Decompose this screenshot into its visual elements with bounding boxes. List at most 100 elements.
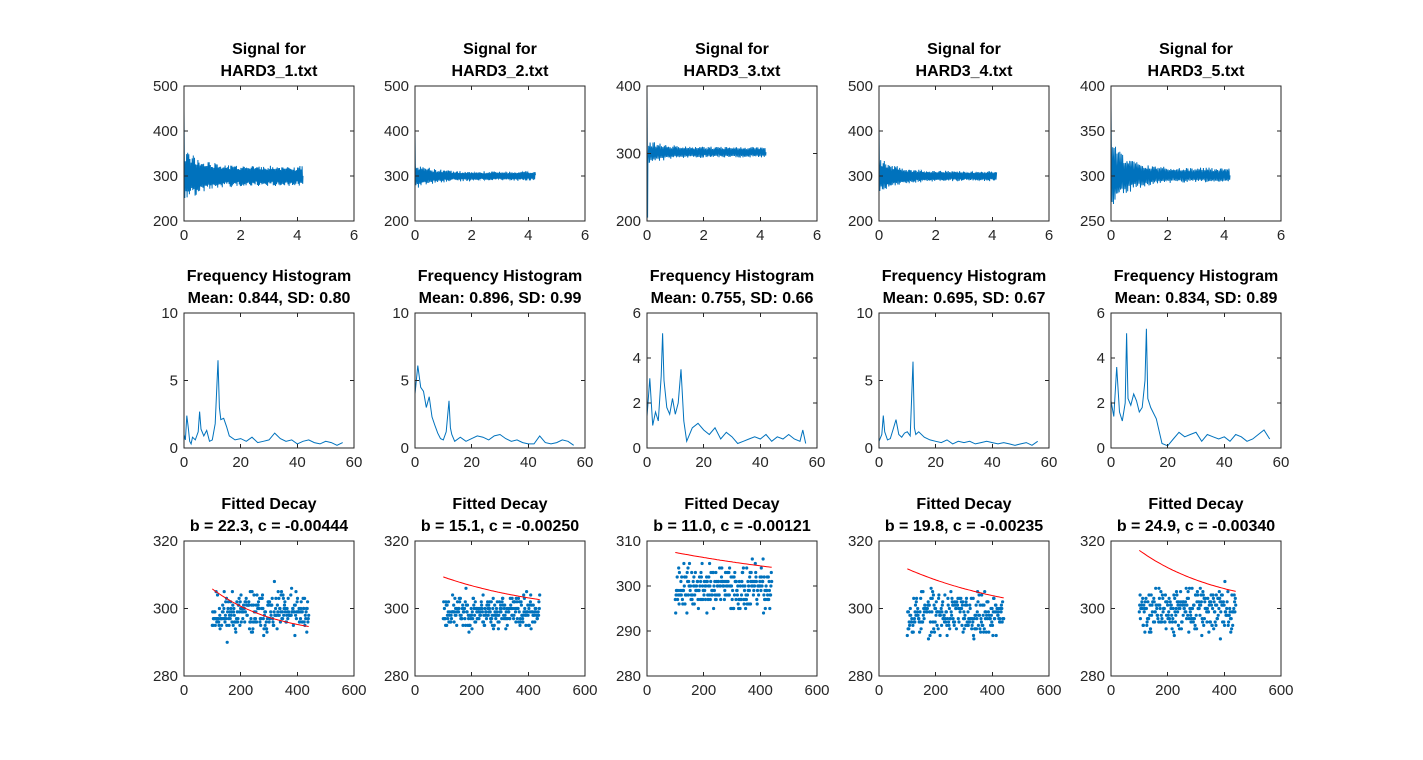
scatter-point [735, 588, 739, 593]
frequency-line [184, 360, 343, 446]
scatter-point [962, 610, 966, 614]
scatter-point [519, 603, 524, 607]
scatter-point [256, 603, 260, 607]
scatter-point [918, 630, 922, 634]
scatter-point [975, 617, 979, 621]
scatter-point [1146, 600, 1150, 604]
scatter-point [696, 579, 700, 584]
scatter-point [537, 613, 541, 617]
chart-title-line: HARD3_1.txt [221, 63, 319, 80]
scatter-point [499, 610, 503, 614]
chart-title-line: Frequency Histogram [187, 268, 351, 285]
scatter-point [1226, 623, 1230, 628]
scatter-point [922, 617, 926, 621]
scatter-point [755, 588, 760, 593]
y-tick-label: 200 [848, 213, 873, 230]
scatter-point [305, 630, 309, 634]
scatter-point [237, 610, 242, 614]
scatter-point [732, 575, 736, 579]
scatter-point [217, 623, 221, 628]
scatter-point [921, 620, 925, 624]
scatter-point [679, 593, 683, 597]
scatter-point [451, 593, 455, 597]
scatter-point [279, 590, 284, 594]
scatter-point [1189, 613, 1193, 617]
scatter-point [277, 613, 281, 617]
scatter-point [934, 613, 938, 617]
scatter-point [947, 620, 951, 624]
scatter-point [923, 603, 927, 607]
scatter-point [747, 584, 751, 588]
y-tick-label: 5 [401, 373, 409, 390]
scatter-point [717, 593, 721, 597]
scatter-point [239, 593, 243, 597]
scatter-point [746, 579, 750, 584]
scatter-point [753, 584, 757, 588]
scatter-point [985, 617, 989, 621]
scatter-point [1186, 596, 1190, 601]
scatter-point [946, 603, 950, 607]
scatter-point [1152, 596, 1156, 601]
scatter-point [728, 566, 732, 570]
scatter-point [1188, 610, 1192, 614]
scatter-point [1180, 620, 1184, 624]
scatter-point [242, 603, 246, 607]
scatter-point [1199, 593, 1203, 597]
scatter-point [1234, 603, 1238, 607]
y-tick-label: 320 [848, 533, 873, 550]
scatter-point [716, 579, 721, 584]
scatter-point [936, 627, 940, 631]
scatter-point [250, 590, 254, 594]
scatter-point [453, 596, 457, 601]
scatter-point [968, 603, 972, 607]
scatter-point [500, 617, 504, 621]
scatter-point [470, 610, 474, 614]
scatter-point [911, 630, 915, 634]
scatter-point [683, 602, 687, 606]
scatter-point [1187, 586, 1192, 590]
scatter-point [940, 623, 944, 628]
scatter-point [1163, 593, 1167, 597]
scatter-point [674, 611, 678, 615]
scatter-point [521, 620, 525, 624]
x-tick-label: 0 [411, 454, 419, 471]
x-tick-label: 60 [809, 454, 826, 471]
signal-line [184, 108, 304, 199]
scatter-point [268, 600, 272, 604]
scatter-point [226, 600, 230, 604]
scatter-point [938, 613, 943, 617]
scatter-point [981, 623, 985, 628]
scatter-point [1228, 610, 1232, 614]
scatter-point [1182, 606, 1186, 611]
scatter-point [681, 588, 686, 593]
scatter-point [687, 579, 691, 584]
scatter-point [497, 600, 502, 604]
x-tick-label: 200 [459, 682, 484, 699]
scatter-point [217, 620, 221, 624]
chart-title-line: Signal for [927, 41, 1001, 58]
scatter-point [1192, 603, 1196, 607]
scatter-point [513, 600, 517, 604]
scatter-point [515, 600, 519, 604]
scatter-point [922, 610, 927, 614]
scatter-point [963, 617, 967, 621]
scatter-point [755, 602, 759, 606]
plot-area [879, 121, 998, 192]
scatter-point [1187, 630, 1191, 634]
scatter-point [236, 620, 240, 624]
scatter-point [916, 613, 920, 617]
scatter-point [282, 613, 286, 617]
x-tick-label: 40 [984, 454, 1001, 471]
scatter-point [267, 620, 271, 624]
scatter-point [948, 627, 952, 631]
scatter-point [1143, 600, 1147, 604]
scatter-point [752, 588, 756, 593]
scatter-point [299, 606, 303, 611]
scatter-point [269, 610, 273, 614]
scatter-point [1211, 606, 1215, 611]
fit-curve [907, 568, 1004, 599]
scatter-point [1172, 633, 1176, 638]
scatter-point [491, 596, 495, 601]
scatter-point [996, 610, 1001, 614]
x-tick-label: 0 [875, 227, 883, 244]
